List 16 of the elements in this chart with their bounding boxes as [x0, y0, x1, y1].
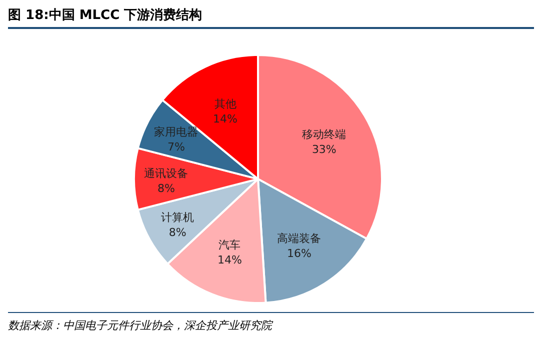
- slice-label: 汽车: [218, 238, 241, 252]
- data-label: 8%: [168, 226, 186, 240]
- data-label: 33%: [312, 142, 336, 156]
- data-label: 14%: [213, 112, 238, 126]
- data-label: 16%: [286, 246, 312, 260]
- slice-label: 家用电器: [154, 125, 198, 138]
- chart-title: 图 18:中国 MLCC 下游消费结构: [8, 6, 534, 29]
- slice-label: 移动终端: [302, 128, 346, 141]
- data-label: 7%: [168, 140, 185, 154]
- data-label: 14%: [217, 253, 242, 266]
- source-note: 数据来源：中国电子元件行业协会，深企投产业研究院: [8, 318, 274, 333]
- slice-label: 其他: [214, 97, 236, 110]
- slice-label: 计算机: [161, 211, 194, 224]
- slice-label: 高端装备: [277, 232, 322, 245]
- data-label: 8%: [158, 182, 175, 195]
- slice-label: 通讯设备: [144, 167, 188, 180]
